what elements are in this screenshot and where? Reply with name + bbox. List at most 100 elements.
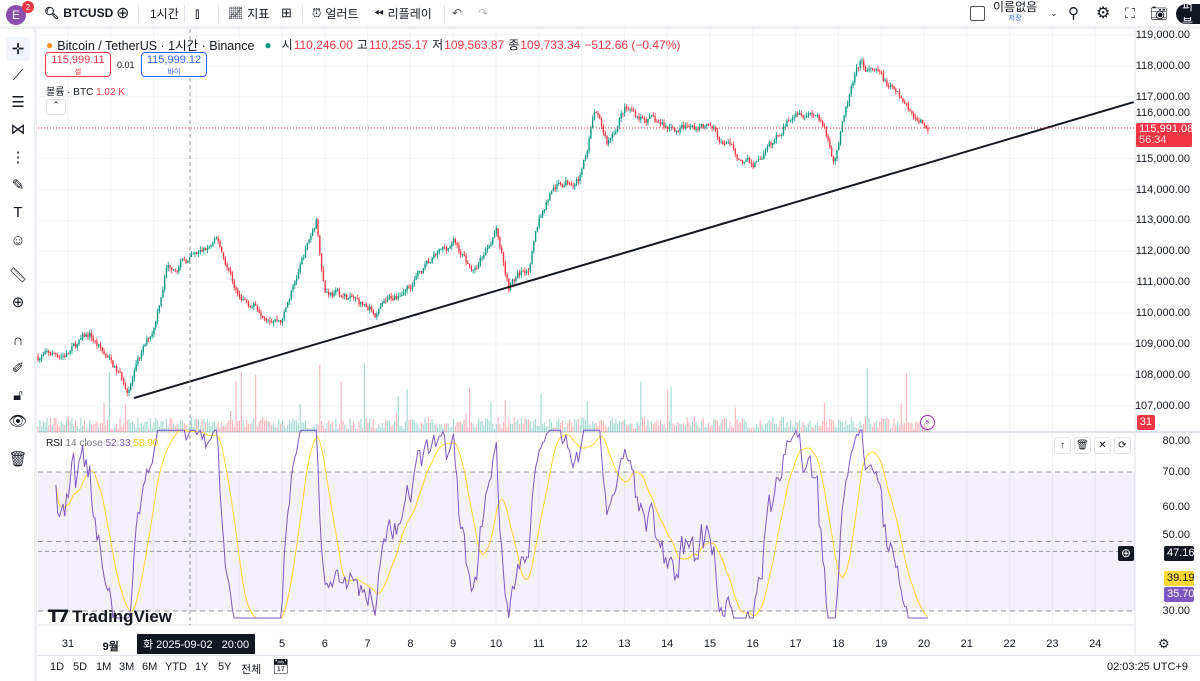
range-button[interactable]: 5D	[73, 661, 88, 673]
interval-button[interactable]: 1시간	[150, 6, 179, 21]
maximize-pane-icon[interactable]: ⟳	[1114, 437, 1131, 454]
layout-name-button[interactable]: 이름없음 저장	[993, 0, 1037, 26]
alert-button[interactable]: ⏰︎ 얼러트	[312, 0, 359, 26]
candle-body	[328, 291, 330, 295]
delete-pane-icon[interactable]: 🗑︎	[1074, 437, 1091, 454]
candle-body	[575, 179, 578, 184]
emoji-tool-icon[interactable]: ☺	[10, 231, 26, 249]
add-plus-icon[interactable]: ⊕	[1118, 546, 1134, 561]
range-button[interactable]: 1Y	[195, 661, 209, 673]
chevron-down-icon[interactable]: ⌄	[1050, 7, 1058, 18]
range-button[interactable]: YTD	[165, 661, 187, 673]
replay-button[interactable]: ⏪︎ 리플레이	[374, 0, 432, 26]
add-symbol-icon[interactable]: ⊕	[116, 5, 130, 22]
volume-bar	[251, 421, 253, 432]
lock-icon[interactable]: 🔓︎	[13, 386, 23, 404]
volume-bar	[367, 422, 369, 432]
ruler-icon[interactable]: 📏︎	[8, 267, 28, 284]
volume-bar	[379, 427, 382, 432]
volume-bar	[110, 428, 112, 432]
rsi-ma-last-tag: 39.19	[1164, 571, 1195, 586]
indicators-button[interactable]: 📈︎ 지표	[228, 0, 269, 26]
range-button[interactable]: 6M	[142, 661, 158, 673]
goto-date-icon[interactable]: 📅︎	[272, 658, 290, 674]
volume-bar	[609, 420, 612, 432]
trash-icon[interactable]: 🗑︎	[8, 451, 28, 468]
redo-icon[interactable]: ↷	[478, 6, 489, 20]
candle-body	[488, 245, 490, 248]
candle-type-icon[interactable]: ⫾	[195, 4, 200, 21]
volume-bar	[707, 422, 710, 432]
range-button[interactable]: 1D	[50, 661, 65, 673]
lock-drawing-icon[interactable]: ✐	[11, 360, 25, 377]
undo-icon[interactable]: ↶	[452, 6, 463, 20]
projection-tool-icon[interactable]: ⋮	[10, 149, 26, 166]
brush-tool-icon[interactable]: ✎	[11, 177, 25, 194]
layout-checkbox[interactable]	[970, 6, 985, 21]
price-axis-label: 117,000.00	[1135, 90, 1190, 103]
settings-icon[interactable]: ⚙︎	[1096, 5, 1111, 22]
user-avatar[interactable]: E	[6, 5, 26, 25]
trendline-tool-icon[interactable]: ⟋	[12, 66, 24, 84]
volume-bar	[324, 428, 326, 432]
volume-bar	[69, 421, 71, 432]
candle-body	[128, 389, 130, 393]
candle-body	[545, 202, 547, 210]
time-axis-label: 8	[407, 638, 414, 650]
candle-body	[565, 180, 567, 186]
range-button[interactable]: 5Y	[218, 661, 232, 673]
candle-body	[281, 318, 284, 323]
buy-button[interactable]: 115,999.12 바이	[141, 52, 207, 77]
collapse-pane-icon[interactable]: ✕	[1094, 437, 1111, 454]
volume-bar	[108, 371, 110, 432]
collapse-legend-button[interactable]: ⌃	[46, 99, 66, 115]
fullscreen-icon[interactable]: ⛶	[1125, 4, 1135, 21]
sell-button[interactable]: 115,999.11 셀	[45, 52, 111, 77]
candle-body	[845, 106, 847, 116]
text-tool-icon[interactable]: T	[13, 203, 23, 221]
drawing-toolbar: ✛ ⟋ ☰ ⋈ ⋮ ✎ T ☺ 📏︎ ⊕ ∩ ✐ 🔓︎ 👁︎ 🗑︎	[0, 29, 37, 681]
fib-tool-icon[interactable]: ☰	[11, 94, 25, 111]
templates-icon[interactable]: ⊞	[281, 5, 292, 20]
candle-body	[435, 253, 437, 256]
eye-icon[interactable]: 👁︎	[8, 413, 28, 430]
magnet-icon[interactable]: ∩	[12, 331, 24, 349]
range-button[interactable]: 3M	[119, 661, 135, 673]
crosshair-icon[interactable]: ✛	[6, 37, 30, 61]
volume-bar	[115, 423, 118, 432]
volume-bar	[493, 428, 496, 432]
quick-search-icon[interactable]: ⚲	[1068, 5, 1079, 22]
pattern-tool-icon[interactable]: ⋈	[10, 121, 26, 138]
candle-body	[256, 305, 259, 310]
volume-bar	[798, 420, 801, 432]
symbol-search-button[interactable]: 🔍︎ BTCUSD	[44, 0, 113, 26]
volume-bar	[517, 419, 519, 432]
volume-bar	[567, 423, 569, 432]
candle-body	[301, 257, 303, 265]
last-price: 115,991.08	[1139, 123, 1194, 135]
move-pane-up-icon[interactable]: ↑	[1054, 437, 1071, 454]
volume-bar	[766, 422, 769, 432]
publish-button[interactable]: 퍼블	[1176, 0, 1200, 30]
candle-body	[816, 114, 819, 116]
range-button[interactable]: 1M	[96, 661, 112, 673]
volume-bar	[722, 418, 724, 432]
volume-bar	[404, 421, 407, 432]
candle-body	[533, 241, 535, 252]
candle-body	[800, 113, 803, 116]
volume-bar	[94, 423, 96, 432]
range-button[interactable]: 전체	[241, 664, 262, 676]
candle-body	[679, 127, 681, 132]
candle-body	[624, 106, 626, 114]
rsi-legend: RSI 14 close 52.33 58.90	[46, 438, 158, 449]
volume-bar	[228, 420, 230, 432]
zoom-in-icon[interactable]: ⊕	[11, 294, 25, 311]
axis-settings-icon[interactable]: ⚙︎	[1158, 636, 1170, 651]
candle-body	[265, 318, 268, 321]
lightning-icon[interactable]: ⚡︎	[920, 415, 935, 430]
camera-icon[interactable]: 📷︎	[1150, 4, 1168, 21]
candle-body	[531, 251, 533, 265]
volume-bar	[802, 422, 804, 432]
candle-body	[846, 103, 849, 107]
